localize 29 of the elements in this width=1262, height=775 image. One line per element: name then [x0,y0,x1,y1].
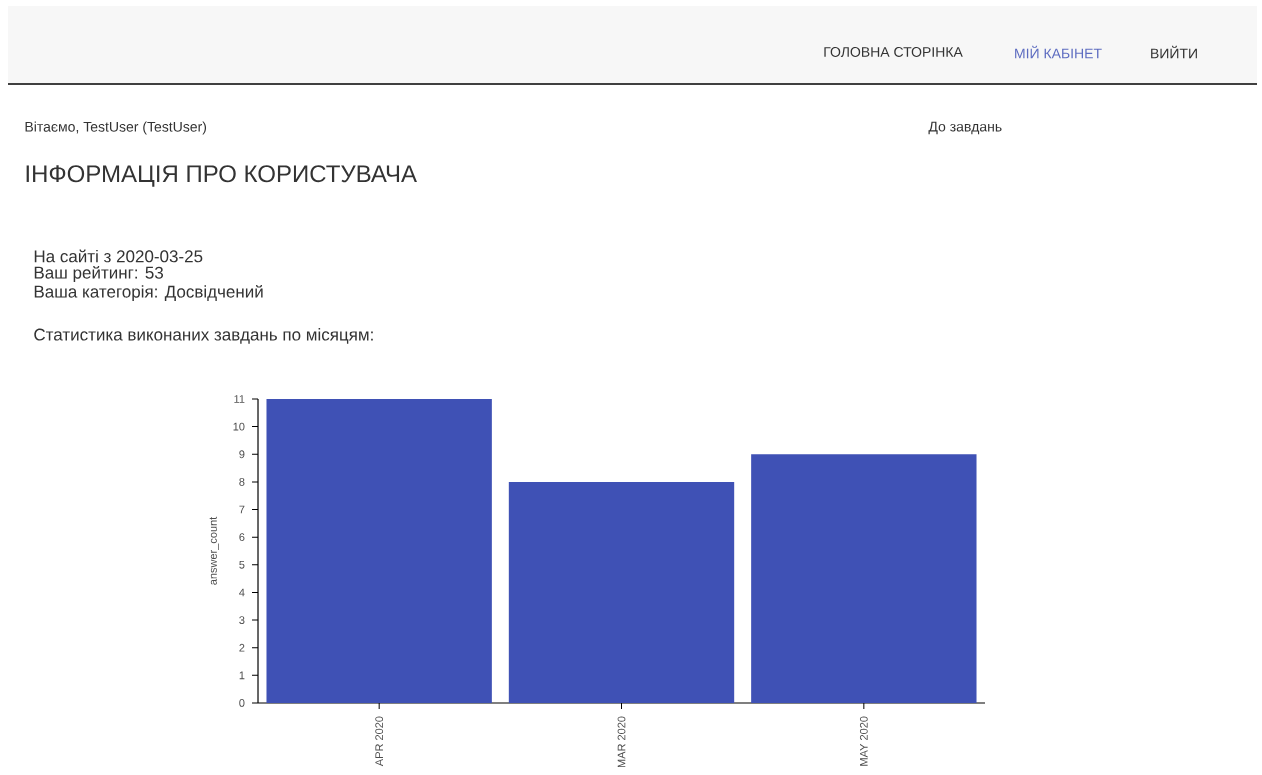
bar [508,482,735,704]
text: ІНФОРМАЦІЯ ПРО КОРИСТУВАЧА [26,165,417,187]
chart-title: Статистика виконаних завдань по місяцям: [34,328,373,344]
y-tick-label: 11 [234,395,245,403]
x-tick-label: MAY 2020 [859,716,868,766]
text: ВИЙТИ [1151,45,1197,59]
y-tick-label: 7 [239,505,245,514]
text: На сайті з 2020-03-25 [34,249,203,263]
text: Ваша категорія: Досвідчений [34,285,263,302]
y-tick-label: 10 [233,422,245,431]
bar [266,399,492,704]
y-axis-title: answer_count [209,516,219,585]
x-tick-label: MAR 2020 [617,716,626,768]
x-tick-label: APR 2020 [375,716,384,767]
y-tick-label: 5 [239,561,245,569]
y-tick-label: 1 [239,671,245,680]
y-tick-label: 3 [239,616,245,625]
text: МІЙ КАБІНЕТ [1015,45,1102,59]
y-tick-label: 8 [239,478,245,486]
y-tick-label: 2 [239,644,245,652]
y-tick-label: 6 [239,533,245,542]
text: ГОЛОВНА СТОРІНКА [824,47,963,58]
y-tick-label: 0 [239,699,245,708]
text: До завдань [928,121,1002,135]
y-tick-label: 4 [239,588,245,597]
y-tick-label: 9 [239,450,245,459]
bar [751,454,977,704]
text: Вітаємо, TestUser (TestUser) [25,121,207,135]
text: Ваш рейтинг: 53 [34,266,164,283]
